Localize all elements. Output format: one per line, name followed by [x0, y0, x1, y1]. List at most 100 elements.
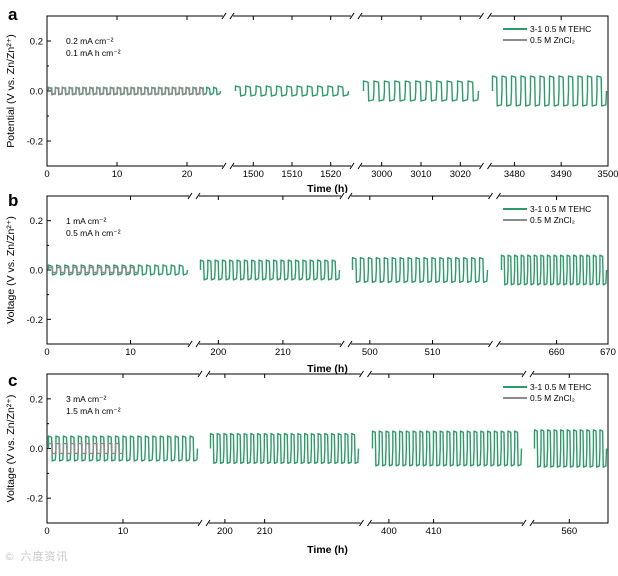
- x-tick-label: 10: [112, 169, 123, 180]
- axis-break-gap: [480, 163, 491, 169]
- x-tick-label: 670: [600, 347, 616, 358]
- x-tick-label: 1510: [281, 169, 302, 180]
- x-tick-label: 210: [275, 347, 291, 358]
- axis-break-mark: [205, 519, 211, 527]
- condition-annotation: 0.1 mA h cm⁻²: [66, 48, 121, 58]
- chart-panel-b: 0.2 0.0 -0.2 Voltage (V vs. Zn/Zn²⁺) Time (h…: [5, 191, 616, 375]
- axis-break-gap: [341, 341, 351, 347]
- axis-break-mark: [187, 340, 193, 348]
- y-axis-label: Voltage (V vs. Zn/Zn²⁺): [5, 395, 17, 503]
- y-axis-label: Potential (V vs. Zn/Zn²⁺): [5, 34, 17, 148]
- series-line-tehc: [533, 429, 608, 468]
- condition-annotation: 1.5 mA h cm⁻²: [66, 406, 121, 416]
- axis-break-mark: [521, 519, 527, 527]
- series-line-tehc: [199, 259, 341, 281]
- axis-break-gap: [189, 193, 199, 199]
- panel-label: b: [8, 191, 18, 210]
- legend-label: 0.5 M ZnCl₂: [530, 393, 575, 403]
- legend-label: 0.5 M ZnCl₂: [530, 215, 575, 225]
- x-tick-label: 10: [118, 526, 129, 537]
- axis-break-gap: [523, 520, 533, 526]
- axis-break-mark: [229, 12, 235, 20]
- axis-break-mark: [496, 192, 501, 200]
- x-tick-label: 20: [182, 169, 193, 180]
- axis-break-mark: [197, 519, 203, 527]
- condition-annotation: 1 mA cm⁻²: [66, 216, 107, 226]
- x-tick-label: 0: [44, 347, 49, 358]
- axis-break-mark: [195, 192, 201, 200]
- x-tick-label: 0: [44, 169, 49, 180]
- y-tick-label: -0.2: [27, 137, 43, 148]
- series-line-tehc: [234, 85, 350, 97]
- x-tick-label: 3490: [551, 169, 572, 180]
- chart-panel-a: 0.2 0.0 -0.2 Potential (V vs. Zn/Zn²⁺) Time …: [5, 5, 618, 195]
- series-line-zncl2: [48, 87, 207, 95]
- axis-break-gap: [199, 371, 209, 377]
- chart-panel-c: 0.2 0.0 -0.2 Voltage (V vs. Zn/Zn²⁺) Time (h…: [5, 370, 609, 556]
- x-tick-label: 3020: [450, 169, 471, 180]
- legend-label: 3-1 0.5 M TEHC: [530, 24, 591, 34]
- axis-break-mark: [221, 12, 227, 20]
- x-tick-label: 400: [381, 526, 397, 537]
- x-axis-label: Time (h): [307, 544, 348, 556]
- watermark: © 六度资讯: [4, 550, 69, 563]
- axis-break-mark: [357, 12, 363, 20]
- x-tick-label: 200: [210, 347, 226, 358]
- axis-break-mark: [367, 370, 372, 378]
- x-tick-label: 510: [425, 347, 441, 358]
- axis-break-mark: [488, 192, 493, 200]
- axis-break-mark: [496, 340, 501, 348]
- legend-label: 0.5 M ZnCl₂: [530, 35, 575, 45]
- axis-break-mark: [339, 192, 345, 200]
- series-line-zncl2: [48, 266, 139, 274]
- axis-break-mark: [229, 162, 235, 170]
- y-tick-label: 0.2: [30, 394, 43, 405]
- axis-break-mark: [221, 162, 227, 170]
- axis-break-gap: [199, 520, 209, 526]
- x-tick-label: 3500: [597, 169, 618, 180]
- axis-break-mark: [357, 162, 363, 170]
- axis-break-mark: [359, 519, 364, 527]
- x-tick-label: 3480: [504, 169, 525, 180]
- axis-break-mark: [479, 12, 484, 20]
- axis-break-mark: [529, 519, 535, 527]
- x-tick-label: 1500: [243, 169, 264, 180]
- x-tick-label: 660: [549, 347, 565, 358]
- series-line-tehc: [209, 432, 360, 465]
- y-tick-label: 0.0: [30, 444, 43, 455]
- x-tick-label: 560: [561, 526, 577, 537]
- axis-break-gap: [489, 341, 500, 347]
- axis-break-mark: [205, 370, 211, 378]
- axis-break-gap: [341, 193, 351, 199]
- x-tick-label: 0: [44, 526, 49, 537]
- axis-break-mark: [359, 370, 364, 378]
- legend-label: 3-1 0.5 M TEHC: [530, 204, 591, 214]
- axis-break-mark: [367, 519, 372, 527]
- axis-break-mark: [347, 340, 353, 348]
- x-axis-label: Time (h): [307, 183, 348, 195]
- x-tick-label: 210: [257, 526, 273, 537]
- axis-break-mark: [195, 340, 201, 348]
- condition-annotation: 0.2 mA cm⁻²: [66, 36, 114, 46]
- axis-break-gap: [223, 163, 233, 169]
- panel-label: c: [8, 371, 17, 390]
- axis-break-mark: [487, 12, 492, 20]
- legend-label: 3-1 0.5 M TEHC: [530, 382, 591, 392]
- condition-annotation: 3 mA cm⁻²: [66, 394, 107, 404]
- y-axis-label: Voltage (V vs. Zn/Zn²⁺): [5, 216, 17, 324]
- series-line-zncl2: [48, 442, 123, 455]
- axis-break-mark: [488, 340, 493, 348]
- axis-break-gap: [351, 13, 361, 19]
- axis-break-mark: [347, 192, 353, 200]
- y-tick-label: 0.2: [30, 216, 43, 227]
- y-tick-label: 0.2: [30, 37, 43, 48]
- x-tick-label: 500: [362, 347, 378, 358]
- axis-break-gap: [351, 163, 361, 169]
- x-tick-label: 3010: [410, 169, 431, 180]
- x-tick-label: 1520: [320, 169, 341, 180]
- axis-break-mark: [187, 192, 193, 200]
- axis-break-gap: [523, 371, 533, 377]
- x-tick-label: 410: [426, 526, 442, 537]
